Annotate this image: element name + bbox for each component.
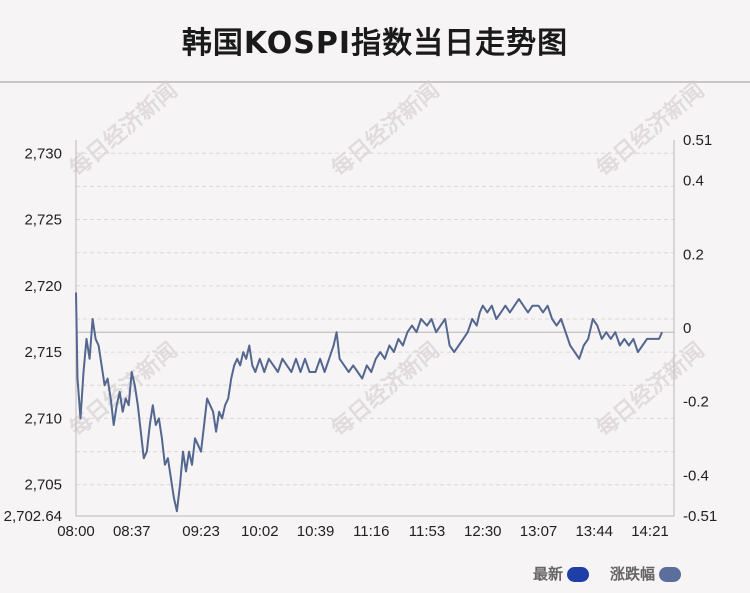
left-tick-label: 2,710 [24, 410, 62, 427]
x-tick-label: 08:00 [57, 523, 95, 540]
legend-swatch[interactable] [659, 567, 682, 582]
left-tick-label: 2,725 [24, 212, 62, 229]
right-tick-label: 0.51 [683, 132, 712, 149]
axes [75, 140, 675, 517]
x-axis-ticks: 08:00 08:37 09:23 10:02 10:39 11:16 11:53 12:30… [57, 523, 669, 540]
x-tick-label: 14:21 [631, 523, 669, 540]
watermark-text: 每日经济新闻 [592, 77, 710, 182]
left-tick-label: 2,702.64 [4, 508, 62, 525]
legend-swatch[interactable] [567, 567, 590, 582]
legend-label: 最新 [533, 565, 563, 583]
right-tick-label: -0.2 [683, 394, 709, 411]
left-axis-ticks: 2,730 2,725 2,720 2,715 2,710 2,705 2,702.64 [4, 145, 62, 525]
x-tick-label: 10:39 [297, 523, 335, 540]
x-tick-label: 13:44 [575, 523, 613, 540]
watermark-text: 每日经济新闻 [327, 337, 445, 442]
right-tick-label: 0.4 [683, 173, 704, 190]
series-layer [75, 292, 664, 513]
left-tick-label: 2,720 [24, 278, 62, 295]
x-tick-label: 10:02 [241, 523, 279, 540]
legend-label: 涨跌幅 [610, 565, 655, 583]
title-divider [0, 81, 750, 83]
watermark-text: 每日经济新闻 [65, 77, 183, 182]
chart-title: 韩国KOSPI指数当日走势图 [181, 26, 569, 61]
x-tick-label: 11:53 [409, 523, 445, 540]
left-tick-label: 2,715 [24, 344, 62, 361]
left-tick-label: 2,705 [24, 477, 62, 494]
x-tick-label: 12:30 [464, 523, 502, 540]
right-tick-label: -0.4 [683, 467, 709, 484]
grid-lines [76, 152, 674, 486]
right-tick-label: 0.2 [683, 246, 704, 263]
x-tick-label: 09:23 [182, 523, 220, 540]
series-line [75, 292, 664, 513]
right-tick-label: 0 [683, 320, 691, 337]
legend: 最新 涨跌幅 [533, 565, 682, 583]
x-tick-label: 13:07 [520, 523, 558, 540]
x-tick-label: 08:37 [113, 523, 151, 540]
left-tick-label: 2,730 [24, 145, 62, 162]
x-tick-label: 11:16 [353, 523, 389, 540]
watermark-text: 每日经济新闻 [327, 77, 445, 182]
right-tick-label: -0.51 [683, 508, 717, 525]
right-axis-ticks: 0.51 0.4 0.2 0 -0.2 -0.4 -0.51 [683, 132, 717, 525]
watermark-text: 每日经济新闻 [592, 337, 710, 442]
